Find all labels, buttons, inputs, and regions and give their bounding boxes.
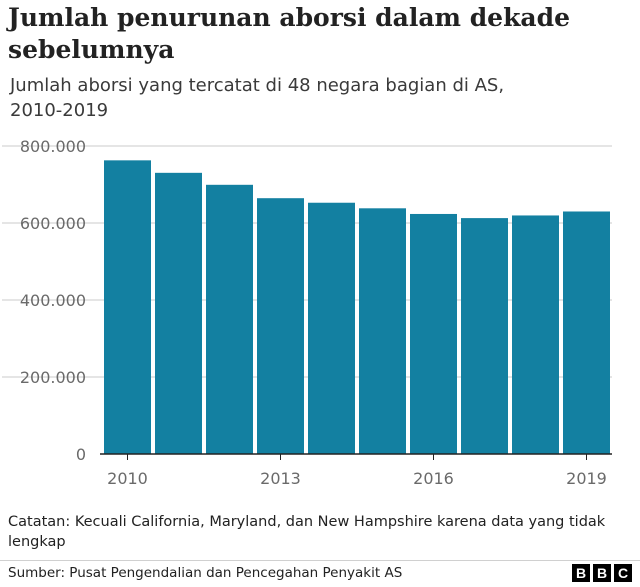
bar-2014 — [308, 202, 355, 454]
bar-2012 — [206, 184, 253, 454]
x-tick-label: 2013 — [260, 469, 301, 488]
x-tick-label: 2016 — [413, 469, 454, 488]
source-text: Sumber: Pusat Pengendalian dan Pencegaha… — [8, 565, 403, 581]
footer: Sumber: Pusat Pengendalian dan Pencegaha… — [0, 560, 640, 587]
bbc-logo-letter: B — [572, 564, 590, 582]
bar-2016 — [410, 213, 457, 454]
bbc-logo-letter: B — [593, 564, 611, 582]
y-tick-label: 0 — [76, 445, 86, 464]
y-tick-label: 200.000 — [20, 368, 86, 387]
bar-2018 — [512, 215, 559, 454]
bar-2017 — [461, 218, 508, 454]
chart-title: Jumlah penurunan aborsi dalam dekade seb… — [8, 3, 570, 64]
bar-2010 — [104, 160, 151, 454]
bar-2015 — [359, 208, 406, 454]
x-tick-label: 2019 — [566, 469, 607, 488]
y-tick-label: 600.000 — [20, 214, 86, 233]
bbc-logo-letter: C — [614, 564, 632, 582]
bar-2019 — [563, 211, 610, 454]
x-tick-label: 2010 — [107, 469, 148, 488]
bar-2011 — [155, 172, 202, 454]
chart-note: Catatan: Kecuali California, Maryland, d… — [8, 514, 606, 550]
bar-chart: 0 200.000 400.000 600.000 800.000 2010 2013 201… — [2, 137, 612, 488]
y-tick-label: 800.000 — [20, 137, 86, 156]
chart-subtitle: Jumlah aborsi yang tercatat di 48 negara… — [10, 75, 505, 121]
bbc-logo: B B C — [572, 564, 632, 582]
bar-2013 — [257, 198, 304, 454]
y-tick-label: 400.000 — [20, 291, 86, 310]
